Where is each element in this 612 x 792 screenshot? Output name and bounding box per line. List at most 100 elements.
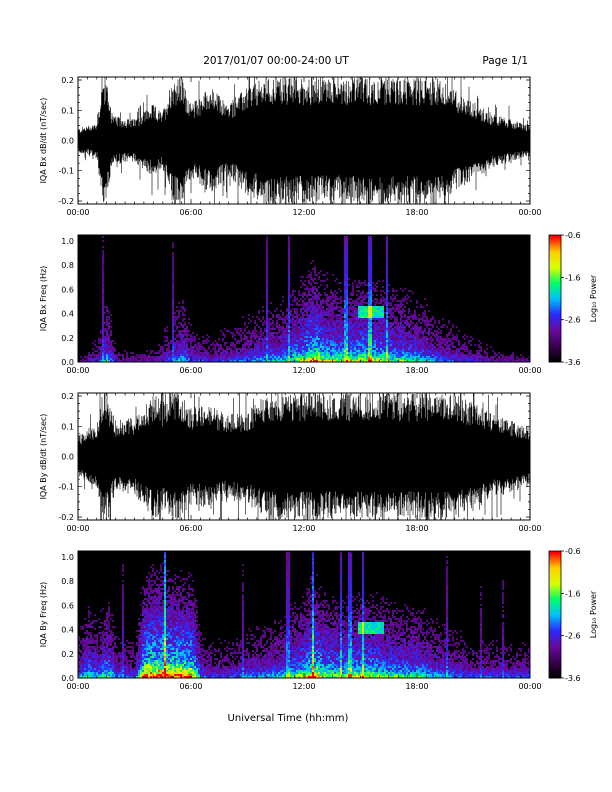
spectrogram-cell — [184, 346, 186, 348]
spectrogram-cell — [404, 348, 406, 350]
spectrogram-cell — [134, 658, 136, 660]
spectrogram-cell — [144, 668, 146, 670]
spectrogram-cell — [270, 356, 272, 358]
spectrogram-cell — [330, 296, 332, 298]
spectrogram-cell — [368, 236, 370, 238]
spectrogram-cell — [360, 316, 362, 318]
spectrogram-cell — [266, 354, 268, 356]
spectrogram-cell — [156, 360, 158, 362]
spectrogram-cell — [380, 350, 382, 352]
spectrogram-cell — [272, 346, 274, 348]
spectrogram-cell — [418, 358, 420, 360]
spectrogram-cell — [334, 352, 336, 354]
spectrogram-cell — [366, 354, 368, 356]
spectrogram-cell — [386, 292, 388, 294]
spectrogram-cell — [294, 324, 296, 326]
spectrogram-cell — [266, 274, 268, 276]
spectrogram-cell — [302, 322, 304, 324]
spectrogram-cell — [108, 666, 110, 668]
spectrogram-cell — [356, 300, 358, 302]
spectrogram-cell — [138, 668, 140, 670]
spectrogram-cell — [406, 322, 408, 324]
spectrogram-cell — [412, 360, 414, 362]
spectrogram-cell — [220, 354, 222, 356]
spectrogram-cell — [400, 288, 402, 290]
spectrogram-cell — [82, 656, 84, 658]
spectrogram-cell — [338, 332, 340, 334]
spectrogram-cell — [86, 668, 88, 670]
spectrogram-cell — [444, 356, 446, 358]
spectrogram-cell — [294, 338, 296, 340]
spectrogram-cell — [338, 358, 340, 360]
spectrogram-cell — [370, 336, 372, 338]
spectrogram-cell — [462, 354, 464, 356]
spectrogram-cell — [334, 350, 336, 352]
spectrogram-cell — [172, 320, 174, 322]
spectrogram-cell — [410, 360, 412, 362]
spectrogram-cell — [228, 356, 230, 358]
spectrogram-cell — [166, 340, 168, 342]
spectrogram-cell — [300, 352, 302, 354]
spectrogram-cell — [116, 654, 118, 656]
spectrogram-cell — [276, 334, 278, 336]
spectrogram-cell — [184, 330, 186, 332]
spectrogram-cell — [134, 360, 136, 362]
spectrogram-cell — [308, 318, 310, 320]
spectrogram-cell — [98, 646, 100, 648]
spectrogram-cell — [418, 356, 420, 358]
spectrogram-cell — [158, 358, 160, 360]
spectrogram-cell — [372, 334, 374, 336]
spectrogram-cell — [356, 348, 358, 350]
spectrogram-cell — [410, 340, 412, 342]
spectrogram-cell — [94, 662, 96, 664]
spectrogram-cell — [172, 264, 174, 266]
spectrogram-cell — [368, 314, 370, 316]
spectrogram-cell — [308, 300, 310, 302]
spectrogram-cell — [440, 346, 442, 348]
colorbar-segment — [549, 288, 561, 292]
spectrogram-cell — [282, 348, 284, 350]
spectrogram-cell — [368, 264, 370, 266]
spectrogram-cell — [234, 346, 236, 348]
spectrogram-cell — [384, 302, 386, 304]
spectrogram-cell — [276, 322, 278, 324]
spectrogram-cell — [210, 356, 212, 358]
spectrogram-cell — [402, 316, 404, 318]
spectrogram-cell — [306, 288, 308, 290]
spectrogram-cell — [106, 624, 108, 626]
spectrogram-cell — [314, 312, 316, 314]
spectrogram-cell — [512, 352, 514, 354]
spectrogram-cell — [172, 334, 174, 336]
spectrogram-cell — [480, 342, 482, 344]
spectrogram-cell — [314, 332, 316, 334]
spectrogram-cell — [348, 298, 350, 300]
spectrogram-cell — [314, 306, 316, 308]
spectrogram-cell — [296, 352, 298, 354]
spectrogram-cell — [346, 288, 348, 290]
spectrogram-cell — [94, 634, 96, 636]
spectrogram-cell — [368, 276, 370, 278]
spectrogram-cell — [330, 356, 332, 358]
spectrogram-cell — [192, 352, 194, 354]
spectrogram-cell — [342, 320, 344, 322]
spectrogram-cell — [452, 350, 454, 352]
spectrogram-cell — [384, 328, 386, 330]
spectrogram-cell — [352, 314, 354, 316]
colorbar-segment — [549, 314, 561, 317]
spectrogram-cell — [418, 344, 420, 346]
spectrogram-cell — [198, 358, 200, 360]
spectrogram-cell — [348, 326, 350, 328]
spectrogram-cell — [200, 358, 202, 360]
spectrogram-cell — [368, 340, 370, 342]
spectrogram-cell — [100, 622, 102, 624]
spectrogram-cell — [272, 340, 274, 342]
spectrogram-cell — [344, 308, 346, 310]
spectrogram-cell — [92, 638, 94, 640]
spectrogram-cell — [336, 354, 338, 356]
spectrogram-cell — [142, 628, 144, 630]
spectrogram-cell — [106, 328, 108, 330]
spectrogram-cell — [386, 238, 388, 240]
spectrogram-cell — [146, 638, 148, 640]
spectrogram-cell — [88, 674, 90, 676]
spectrogram-cell — [284, 358, 286, 360]
